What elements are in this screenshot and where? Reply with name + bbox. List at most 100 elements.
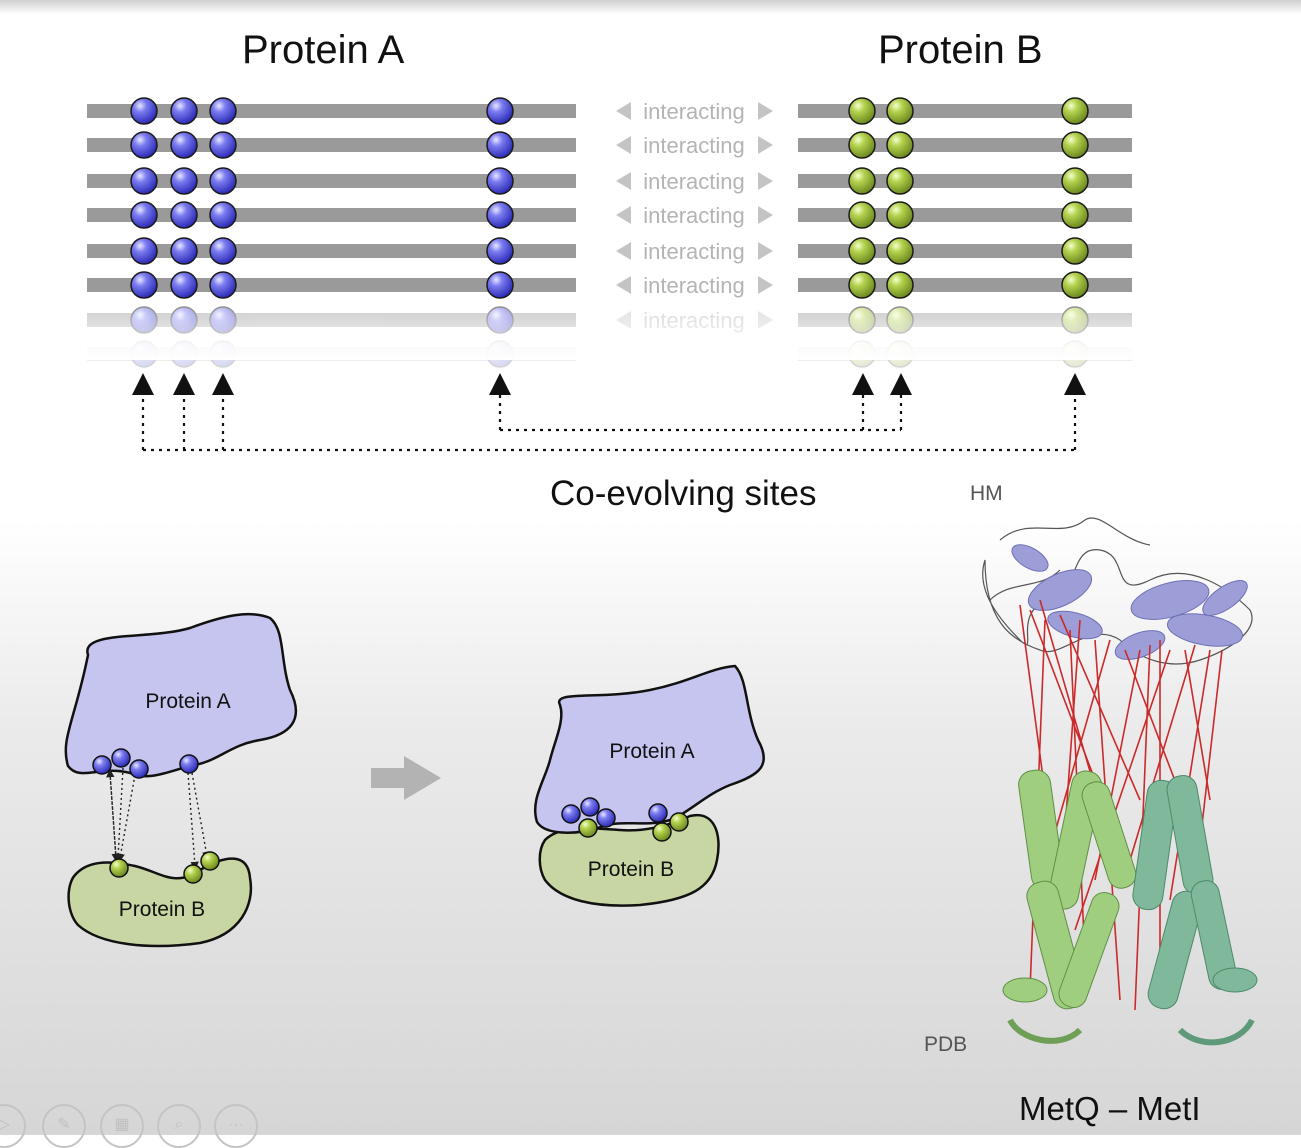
protein-b-site	[886, 237, 914, 265]
protein-a-site	[170, 271, 198, 299]
protein-b-site	[1061, 271, 1089, 299]
interacting-label: interacting	[643, 169, 745, 194]
protein-b-site	[1061, 131, 1089, 159]
rows-fade	[80, 300, 1150, 360]
protein-a-site	[130, 167, 158, 195]
protein-a-site	[486, 131, 514, 159]
right-triangle-icon	[758, 136, 773, 154]
left-triangle-icon	[616, 172, 631, 190]
protein-a-site	[170, 237, 198, 265]
protein-b-site	[1061, 237, 1089, 265]
protein-a-site	[486, 167, 514, 195]
protein-b-site	[848, 131, 876, 159]
protein-b-site	[886, 271, 914, 299]
right-triangle-icon	[758, 276, 773, 294]
protein-b-site	[848, 271, 876, 299]
schematic-after	[533, 664, 765, 907]
protein-a-sequence-bar	[87, 174, 576, 188]
protein-a-site	[170, 131, 198, 159]
protein-a-site	[209, 271, 237, 299]
protein-a-site	[170, 201, 198, 229]
coevolving-sites-label: Co-evolving sites	[550, 474, 817, 513]
protein-a-site	[130, 201, 158, 229]
left-triangle-icon	[616, 242, 631, 260]
alignment-row: interacting	[87, 271, 1132, 299]
protein-a-site	[486, 201, 514, 229]
after-protein-b-label: Protein B	[588, 858, 674, 881]
protein-a-blob-before	[64, 612, 298, 778]
pdb-label: PDB	[924, 1033, 968, 1056]
alignment-row: interacting	[87, 237, 1132, 265]
protein-a-site	[170, 97, 198, 125]
protein-a-site	[209, 237, 237, 265]
protein-b-sequence-bar	[798, 208, 1132, 222]
left-triangle-icon	[616, 206, 631, 224]
pen-icon[interactable]: ✎	[42, 1104, 86, 1148]
protein-b-site	[848, 201, 876, 229]
transition-arrow	[371, 756, 441, 800]
interacting-label: interacting	[643, 239, 745, 264]
protein-b-site	[1061, 97, 1089, 125]
slides-icon[interactable]: ▦	[100, 1104, 144, 1148]
protein-a-title: Protein A	[242, 28, 405, 72]
protein-b-sequence-bar	[798, 244, 1132, 258]
hm-label: HM	[970, 482, 1003, 505]
protein-a-site	[130, 271, 158, 299]
protein-b-site	[886, 167, 914, 195]
coevolution-connectors	[132, 373, 1086, 452]
protein-a-site	[486, 97, 514, 125]
protein-a-blob-after	[533, 664, 765, 834]
protein-b-blob-before	[67, 857, 253, 948]
left-triangle-icon	[616, 136, 631, 154]
protein-b-site	[886, 131, 914, 159]
left-triangle-icon	[616, 276, 631, 294]
interacting-label: interacting	[643, 133, 745, 158]
protein-a-site	[170, 167, 198, 195]
protein-a-site	[209, 131, 237, 159]
protein-b-site	[848, 167, 876, 195]
zoom-icon[interactable]: ⌕	[157, 1104, 201, 1148]
protein-a-site	[209, 201, 237, 229]
protein-b-site	[886, 97, 914, 125]
pdb-helices-right	[1132, 775, 1258, 1046]
hm-helices	[1011, 544, 1248, 660]
protein-a-site	[130, 131, 158, 159]
right-triangle-icon	[758, 172, 773, 190]
protein-b-sequence-bar	[798, 104, 1132, 118]
after-protein-a-label: Protein A	[609, 740, 694, 763]
structure-caption: MetQ – MetI	[1019, 1090, 1201, 1127]
protein-a-site	[209, 167, 237, 195]
alignment-row: interacting	[87, 167, 1132, 195]
protein-b-blob-after	[538, 813, 720, 907]
right-triangle-icon	[758, 206, 773, 224]
before-protein-b-label: Protein B	[119, 898, 205, 921]
protein-a-sequence-bar	[87, 278, 576, 292]
right-triangle-icon	[758, 102, 773, 120]
interacting-label: interacting	[643, 203, 745, 228]
protein-a-sequence-bar	[87, 208, 576, 222]
more-icon[interactable]: ···	[214, 1104, 258, 1148]
protein-a-site	[130, 237, 158, 265]
protein-b-site	[1061, 201, 1089, 229]
protein-a-sequence-bar	[87, 138, 576, 152]
protein-a-site	[209, 97, 237, 125]
alignment-row: interacting	[87, 97, 1132, 125]
interacting-label: interacting	[643, 273, 745, 298]
metq-meti-structure	[982, 517, 1258, 1046]
protein-a-site	[486, 271, 514, 299]
before-protein-a-label: Protein A	[145, 690, 230, 713]
protein-b-sequence-bar	[798, 174, 1132, 188]
alignment-row: interacting	[87, 201, 1132, 229]
protein-b-site	[848, 237, 876, 265]
protein-b-title: Protein B	[878, 28, 1043, 72]
protein-b-site	[1061, 167, 1089, 195]
alignment-row: interacting	[87, 131, 1132, 159]
schematic-before	[64, 612, 298, 948]
protein-b-site	[886, 201, 914, 229]
protein-a-site	[486, 237, 514, 265]
protein-b-site	[848, 97, 876, 125]
protein-a-site	[130, 97, 158, 125]
interacting-label: interacting	[643, 99, 745, 124]
pdb-helices-left	[1002, 769, 1137, 1044]
